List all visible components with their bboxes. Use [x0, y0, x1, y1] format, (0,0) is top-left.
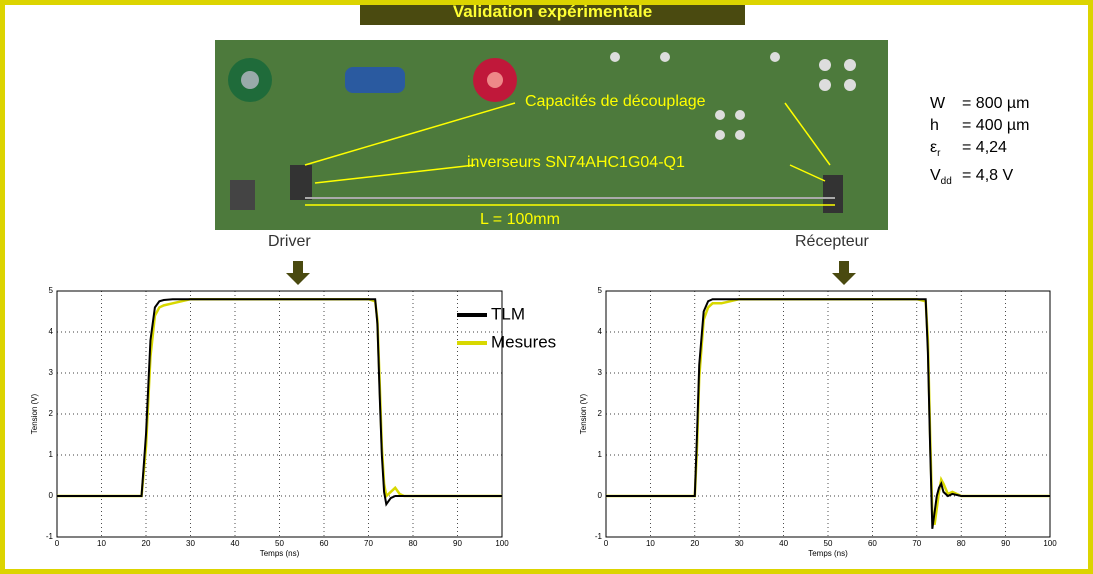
x-tick-label: 90 [453, 539, 462, 548]
y-tick-label: 4 [598, 327, 603, 336]
value: = 800 µm [962, 95, 1030, 112]
y-tick-label: 1 [49, 450, 54, 459]
param: Vdd = 4,8 V [930, 165, 1029, 193]
x-tick-label: 60 [320, 539, 329, 548]
y-tick-label: 5 [598, 286, 603, 295]
y-tick-label: 0 [598, 491, 603, 500]
annotation-arrows [304, 102, 835, 206]
x-tick-label: 30 [186, 539, 195, 548]
x-tick-label: 0 [55, 539, 60, 548]
legend-label: TLM [491, 304, 525, 323]
subscript: dd [940, 176, 952, 188]
series-line [606, 298, 1050, 529]
x-tick-label: 80 [409, 539, 418, 548]
x-axis-label: Temps (ns) [808, 549, 848, 558]
value: = 4,8 V [962, 167, 1014, 185]
x-tick-label: 20 [690, 539, 699, 548]
symbol: ε [930, 139, 938, 156]
x-tick-label: 60 [868, 539, 877, 548]
value: = 4,24 [962, 139, 1007, 156]
pcb-photo [215, 40, 888, 230]
y-tick-label: 3 [598, 368, 603, 377]
x-tick-label: 100 [1043, 539, 1057, 548]
y-tick-label: 2 [598, 409, 603, 418]
symbol: h [930, 117, 939, 134]
graphics: Capacités de découplage inverseurs SN74A… [30, 40, 1057, 558]
x-tick-label: 10 [646, 539, 655, 548]
x-axis-label: Temps (ns) [260, 549, 300, 558]
symbol: V [930, 167, 941, 185]
y-tick-label: 1 [598, 450, 603, 459]
annotation: L = 100mm [480, 211, 560, 228]
x-tick-label: 10 [97, 539, 106, 548]
annotation: inverseurs SN74AHC1G04-Q1 [467, 154, 685, 171]
param: εr = 4,24 [930, 137, 1029, 165]
receiver-label: Récepteur [795, 233, 869, 250]
x-tick-label: 70 [364, 539, 373, 548]
annotation: Capacités de découplage [525, 93, 706, 110]
legend-label: Mesures [491, 332, 556, 351]
x-tick-label: 40 [779, 539, 788, 548]
value: = 400 µm [962, 117, 1030, 134]
y-tick-label: -1 [595, 532, 603, 541]
y-axis-label: Tension (V) [30, 393, 39, 434]
x-tick-label: 20 [142, 539, 151, 548]
series-line [57, 298, 502, 507]
param: W = 800 µm [930, 93, 1029, 115]
parameters: W = 800 µm h = 400 µm εr = 4,24 Vdd = 4,8 V [930, 93, 1029, 193]
symbol: W [930, 95, 946, 112]
x-tick-label: 0 [604, 539, 609, 548]
y-tick-label: 4 [49, 327, 54, 336]
driver-label: Driver [268, 233, 311, 250]
param: h = 400 µm [930, 115, 1029, 137]
y-tick-label: 3 [49, 368, 54, 377]
series-line [57, 297, 502, 499]
y-axis-label: Tension (V) [579, 393, 588, 434]
x-tick-label: 70 [912, 539, 921, 548]
x-tick-label: 80 [957, 539, 966, 548]
x-tick-label: 50 [275, 539, 284, 548]
y-tick-label: -1 [46, 532, 54, 541]
x-tick-label: 50 [824, 539, 833, 548]
y-tick-label: 0 [49, 491, 54, 500]
y-tick-label: 5 [49, 286, 54, 295]
slide-title: Validation expérimentale [360, 5, 745, 25]
y-tick-label: 2 [49, 409, 54, 418]
x-tick-label: 30 [735, 539, 744, 548]
x-tick-label: 40 [231, 539, 240, 548]
subscript: r [937, 148, 941, 160]
x-tick-label: 100 [495, 539, 509, 548]
arrows [286, 261, 856, 285]
x-tick-label: 90 [1001, 539, 1010, 548]
